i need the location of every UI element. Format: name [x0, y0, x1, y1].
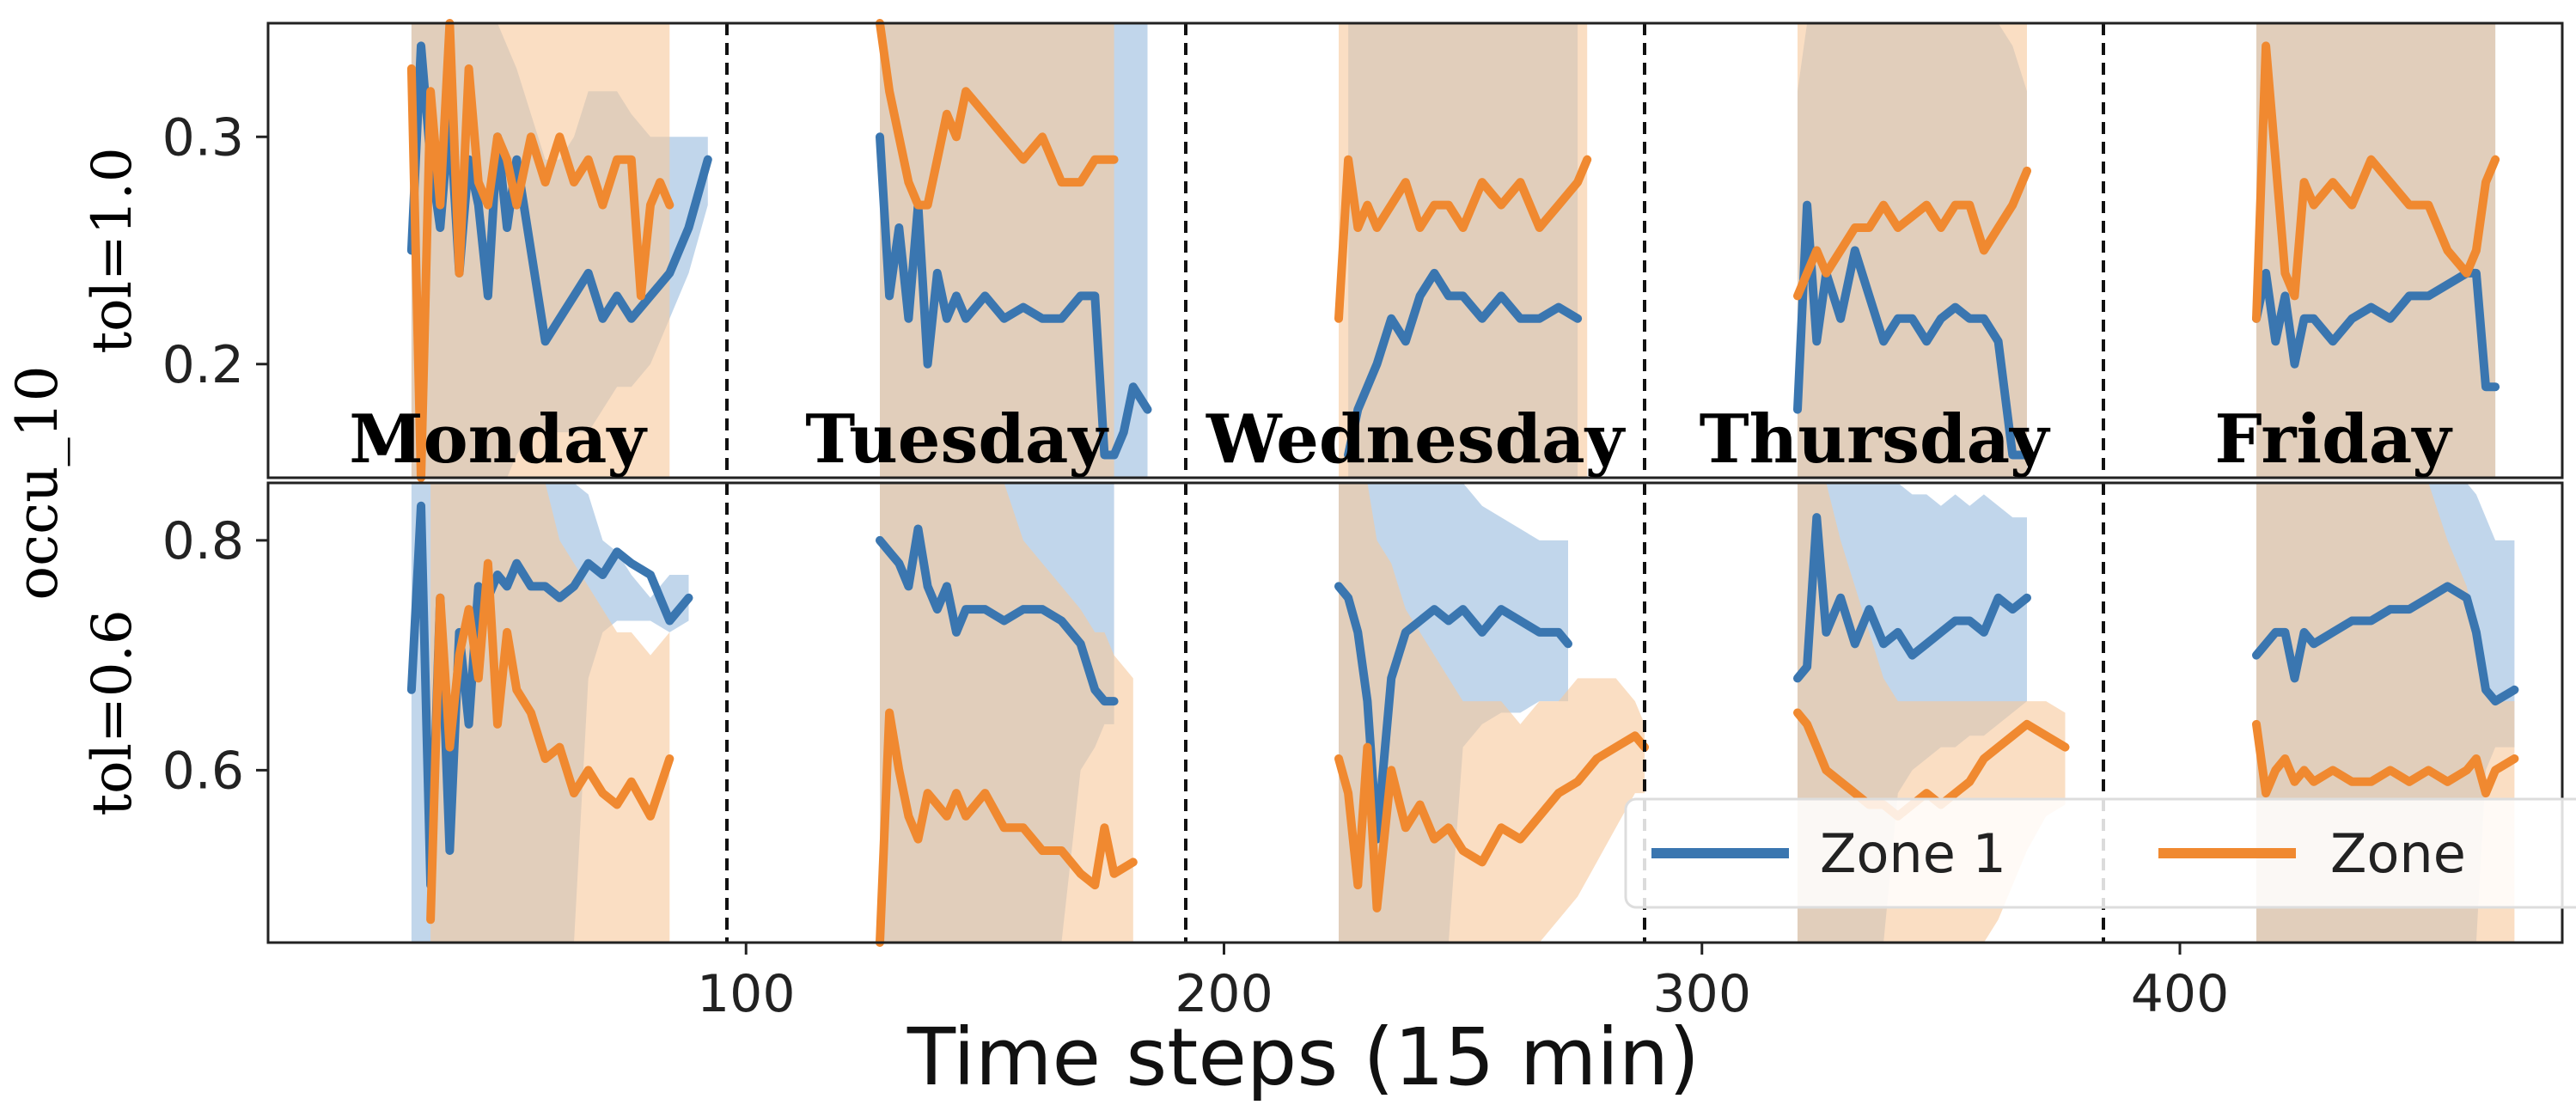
day-label-friday: Friday [2214, 400, 2453, 479]
line-panel1-zone1-day2 [876, 132, 1152, 460]
day-label-monday: Monday [349, 400, 648, 479]
ylabel-panel1: tol=1.0 [81, 147, 144, 353]
line-panel1-zone1-day4 [1793, 200, 2031, 460]
legend-label-zone1: Zone 1 [1820, 822, 2006, 885]
ytick-label-panel2-2: 0.8 [162, 511, 244, 571]
line-panel2-zone2-day2 [876, 708, 1138, 947]
legend: Zone 1 Zone [1624, 797, 2576, 909]
labels: 0.2 0.3 tol=1.0 0.6 0.8 tol=0.6 100 200 300 400 Ti… [4, 107, 2453, 1103]
line-panel2-zone1-day5 [2252, 582, 2519, 706]
band-panel1-zone2-day5 [2256, 23, 2496, 478]
x-axis-label: Time steps (15 min) [906, 1011, 1700, 1103]
band-panel2-zone2-day3 [1339, 483, 1645, 943]
line-panel1-zone1-day3 [1344, 268, 1583, 460]
xtick-label-2: 200 [1175, 964, 1273, 1024]
ytick-label-panel1-1: 0.2 [162, 335, 244, 395]
line-panel1-zone2-day3 [1334, 155, 1592, 323]
xtick-label-4: 400 [2131, 964, 2230, 1024]
legend-box [1624, 797, 2576, 909]
plot-frame-panel2 [266, 481, 2564, 944]
ytick-label-panel2-1: 0.6 [162, 741, 244, 801]
legend-label-zone2: Zone [2330, 822, 2466, 885]
ylabel-panel2: tol=0.6 [81, 609, 144, 815]
zone-lines [406, 19, 2519, 947]
line-panel2-zone2-day3 [1334, 731, 1649, 913]
line-panel1-zone2-day4 [1793, 166, 2031, 301]
line-panel2-zone1-day3 [1334, 582, 1572, 844]
line-panel1-zone2-day1 [406, 19, 675, 482]
figure-label: occu_10 [4, 365, 70, 600]
day-label-wednesday: Wednesday [1206, 400, 1627, 479]
line-panel2-zone1-day2 [876, 524, 1119, 706]
xtick-label-1: 100 [697, 964, 796, 1024]
plot-frame-panel1 [266, 21, 2564, 479]
band-panel1-zone2-day4 [1798, 23, 2027, 478]
xtick-label-3: 300 [1652, 964, 1751, 1024]
ytick-label-panel1-2: 0.3 [162, 107, 244, 168]
day-label-thursday: Thursday [1700, 400, 2052, 479]
line-panel2-zone1-day1 [406, 501, 693, 890]
day-label-tuesday: Tuesday [805, 400, 1109, 479]
line-panel2-zone2-day1 [426, 558, 675, 925]
line-panel1-zone2-day2 [876, 19, 1119, 210]
line-panel2-zone1-day4 [1793, 513, 2031, 683]
line-panel1-zone2-day5 [2252, 41, 2500, 323]
band-panel1-zone2-day3 [1339, 23, 1588, 478]
line-panel2-zone2-day5 [2252, 719, 2519, 798]
